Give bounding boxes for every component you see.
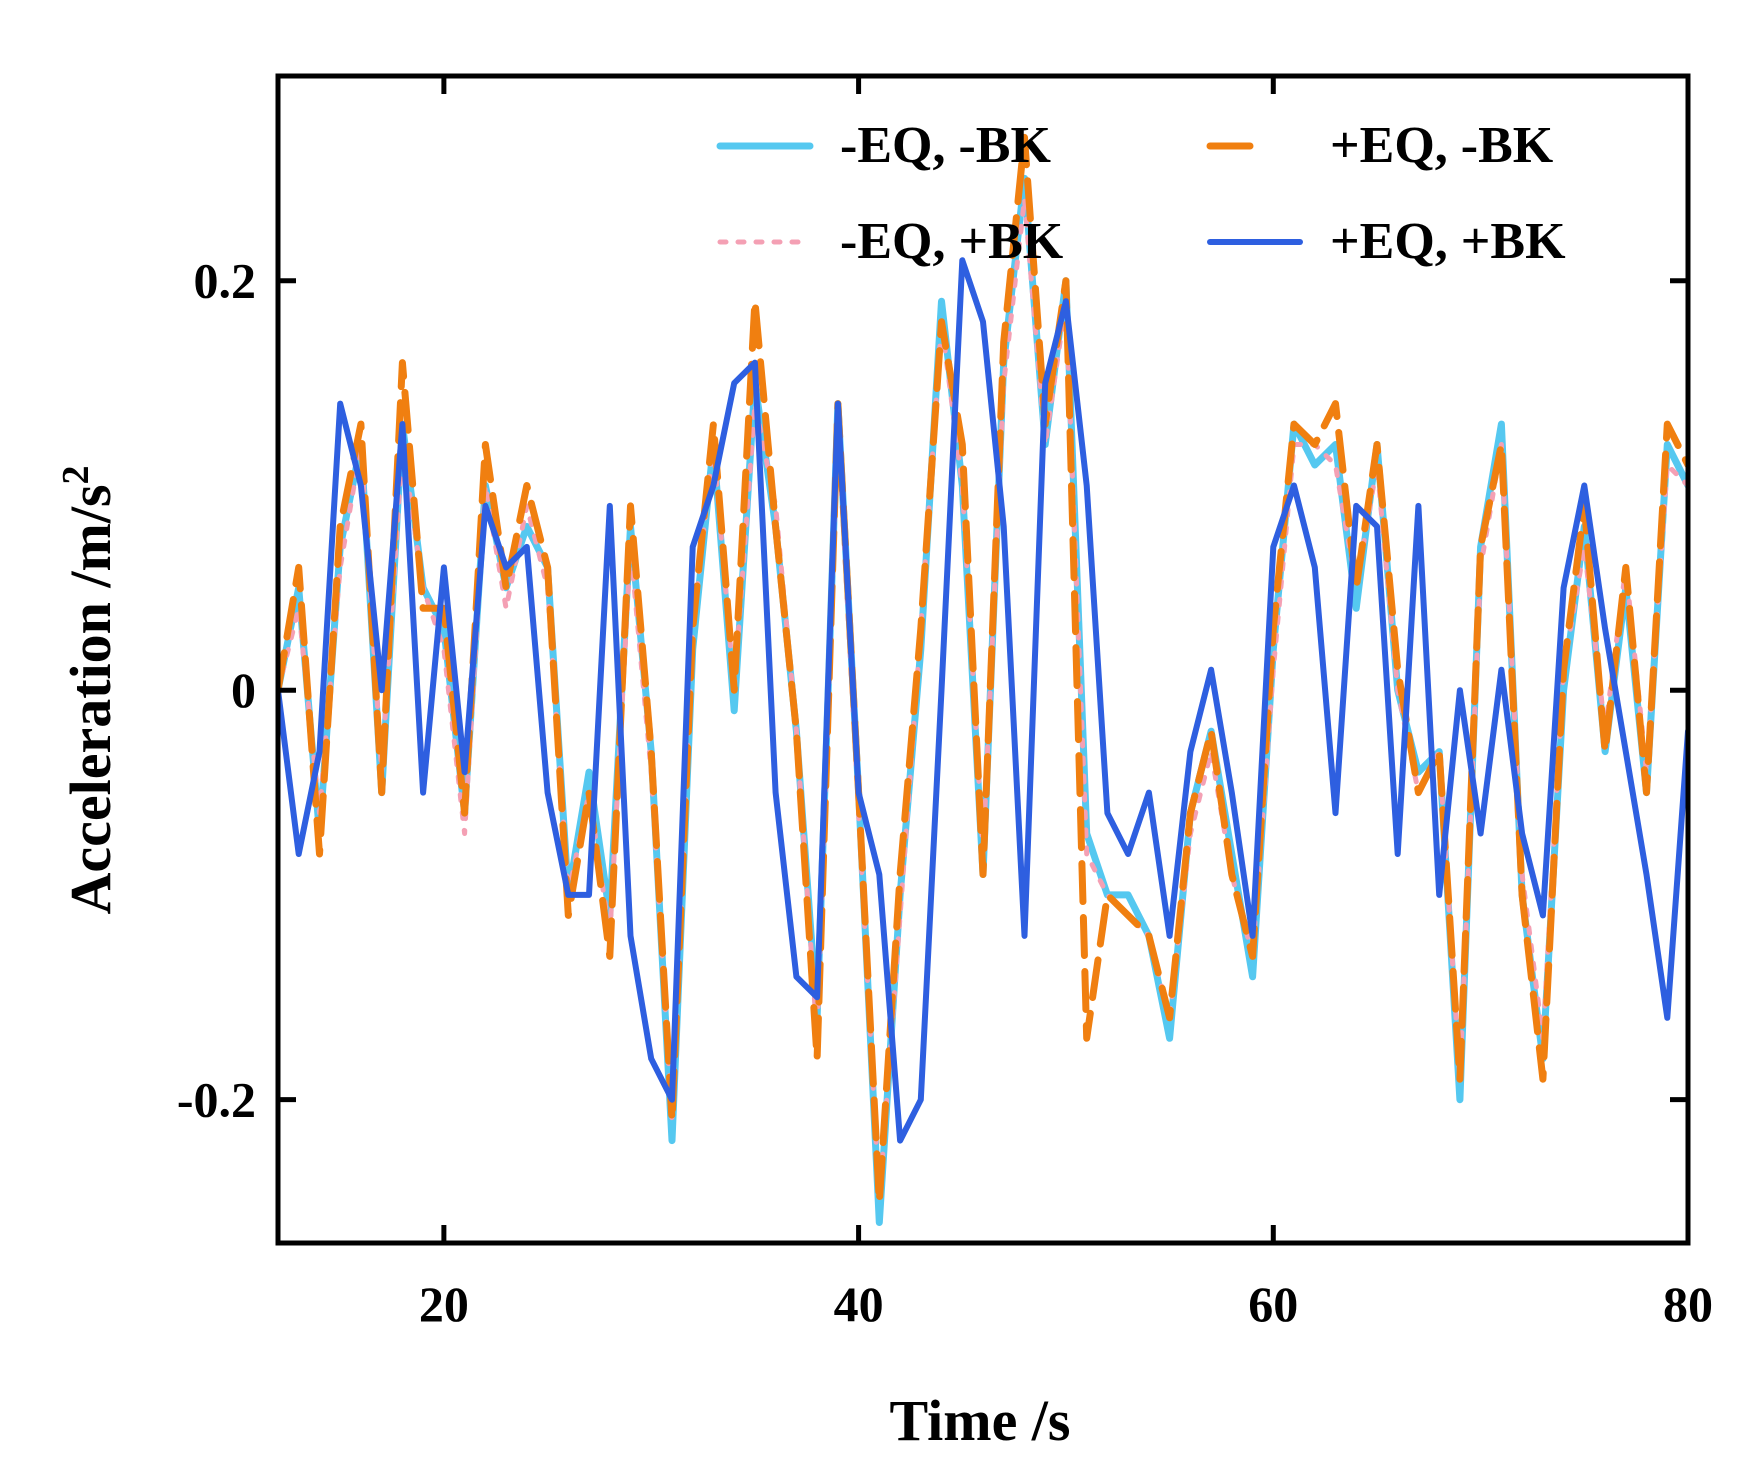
y-axis-title-main: Acceleration /m/s bbox=[58, 484, 123, 914]
y-tick-label: 0.2 bbox=[194, 253, 257, 309]
series-line-3 bbox=[278, 133, 1688, 1206]
legend: -EQ, -BK +EQ, -BK -EQ, +BK +EQ, +BK bbox=[716, 117, 1566, 270]
legend-item: +EQ, -BK bbox=[1206, 117, 1554, 174]
legend-item: -EQ, -BK bbox=[716, 117, 1051, 174]
x-tick-label: 40 bbox=[834, 1276, 884, 1332]
legend-label: -EQ, +BK bbox=[840, 213, 1064, 270]
y-axis-title: Acceleration /m/s2 bbox=[55, 465, 123, 914]
x-tick-label: 80 bbox=[1663, 1276, 1713, 1332]
x-axis-title: Time /s bbox=[890, 1388, 1071, 1453]
legend-label: +EQ, -BK bbox=[1330, 117, 1554, 174]
series-layer bbox=[278, 133, 1688, 1226]
ticks-layer: 20 40 60 80 -0.2 0 0.2 bbox=[177, 76, 1713, 1332]
legend-item: -EQ, +BK bbox=[717, 213, 1064, 270]
y-axis-title-superscript: 2 bbox=[55, 465, 97, 484]
legend-label: -EQ, -BK bbox=[840, 117, 1051, 174]
y-tick-label: 0 bbox=[231, 662, 256, 718]
series-line-4 bbox=[278, 257, 1688, 1144]
y-tick-label: -0.2 bbox=[177, 1072, 256, 1128]
x-tick-label: 60 bbox=[1248, 1276, 1298, 1332]
x-tick-label: 20 bbox=[419, 1276, 469, 1332]
plot-frame bbox=[275, 73, 1691, 1246]
legend-item: +EQ, +BK bbox=[1207, 213, 1566, 270]
legend-label: +EQ, +BK bbox=[1330, 213, 1566, 270]
